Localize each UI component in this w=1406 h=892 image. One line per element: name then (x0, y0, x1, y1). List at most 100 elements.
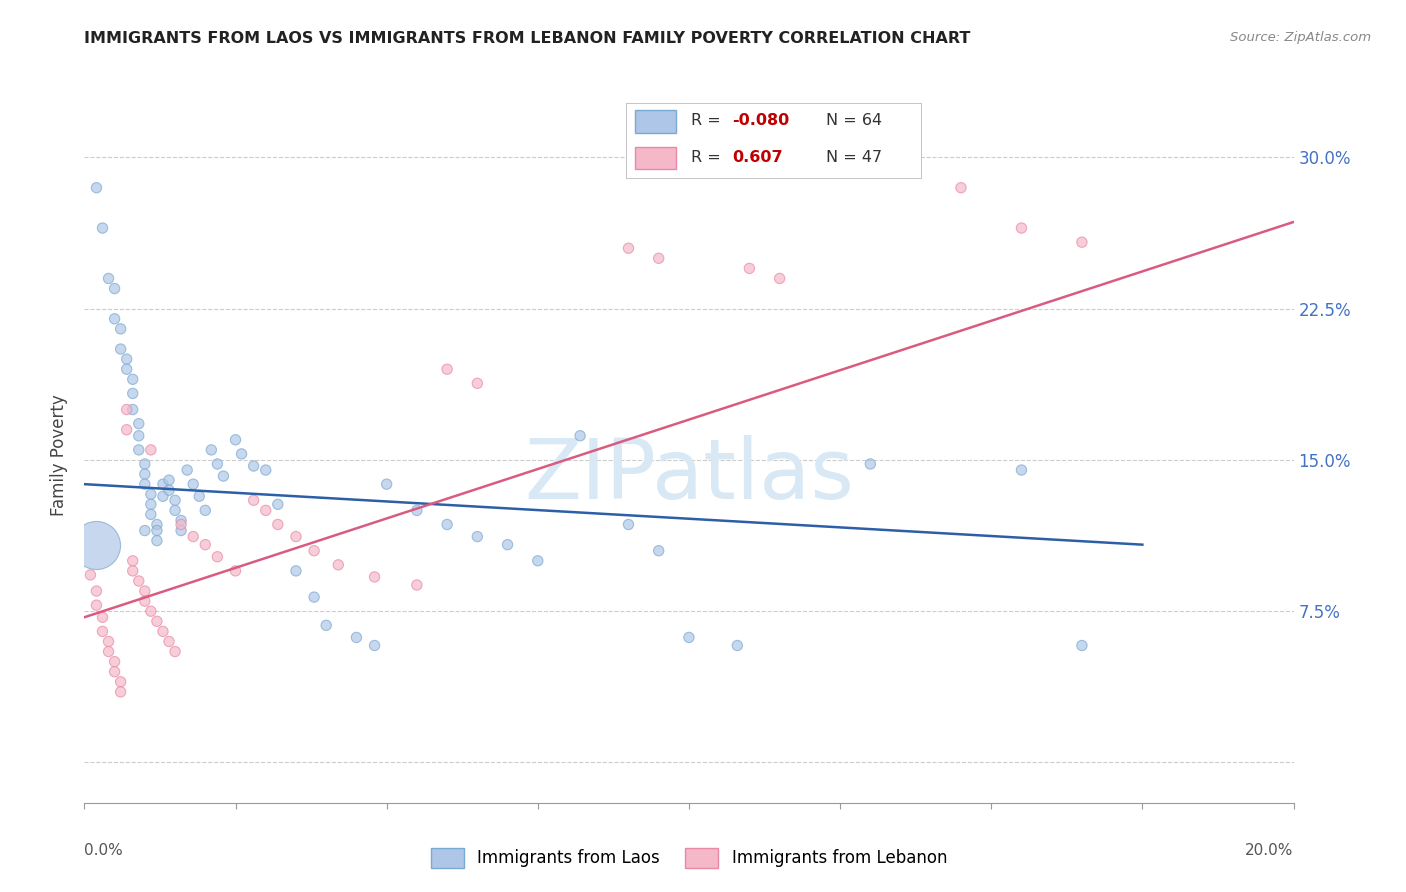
Point (194, 503, 217, 517)
Text: 0.607: 0.607 (733, 150, 783, 165)
Point (115, 402, 138, 417)
Point (769, 271, 792, 285)
Point (267, 497, 290, 511)
Point (406, 503, 429, 517)
Point (859, 457, 882, 471)
Point (139, 487, 162, 501)
Legend: Immigrants from Laos, Immigrants from Lebanon: Immigrants from Laos, Immigrants from Le… (425, 841, 953, 875)
Point (146, 615, 169, 629)
Point (315, 618, 337, 632)
Point (128, 417, 150, 431)
Point (110, 685, 132, 699)
Point (406, 578, 429, 592)
Point (375, 477, 398, 491)
Point (225, 433, 247, 447)
Point (678, 631, 700, 645)
Point (157, 473, 180, 487)
Point (97, 271, 120, 285)
Text: R =: R = (690, 113, 725, 128)
Point (285, 564, 308, 578)
Point (104, 665, 127, 679)
Point (86, 598, 108, 612)
Point (328, 558, 350, 572)
Point (194, 538, 217, 552)
Point (91, 610, 114, 624)
Point (648, 252, 671, 266)
Point (86, 180, 108, 194)
Point (128, 442, 150, 457)
Point (170, 524, 193, 538)
Point (115, 423, 138, 437)
Point (1071, 639, 1094, 653)
Point (254, 463, 277, 477)
Point (134, 594, 156, 608)
Point (1011, 221, 1033, 235)
Point (207, 549, 229, 564)
Text: IMMIGRANTS FROM LAOS VS IMMIGRANTS FROM LEBANON FAMILY POVERTY CORRELATION CHART: IMMIGRANTS FROM LAOS VS IMMIGRANTS FROM … (84, 31, 970, 46)
Point (569, 429, 592, 443)
Point (110, 342, 132, 356)
Point (152, 489, 174, 503)
Text: Source: ZipAtlas.com: Source: ZipAtlas.com (1230, 31, 1371, 45)
Text: -0.080: -0.080 (733, 113, 789, 128)
Point (139, 497, 162, 511)
Text: 20.0%: 20.0% (1246, 843, 1294, 858)
Point (121, 372, 143, 386)
Point (104, 311, 127, 326)
Point (617, 517, 640, 532)
Point (738, 261, 761, 276)
Point (527, 554, 550, 568)
Text: 0.0%: 0.0% (84, 843, 124, 858)
Point (146, 517, 169, 532)
Point (91, 221, 114, 235)
Point (467, 376, 489, 391)
Point (157, 634, 180, 648)
Point (115, 352, 138, 367)
Point (97, 634, 120, 648)
Point (146, 524, 169, 538)
Point (363, 639, 385, 653)
Point (91, 624, 114, 639)
Point (121, 386, 143, 401)
Point (170, 513, 193, 527)
Point (496, 538, 519, 552)
Point (152, 624, 174, 639)
Point (181, 530, 204, 544)
Point (176, 463, 198, 477)
Point (346, 631, 368, 645)
Point (617, 241, 640, 255)
Point (188, 489, 211, 503)
Point (128, 574, 150, 588)
Point (170, 517, 193, 532)
Point (225, 564, 247, 578)
Text: ZIPatlas: ZIPatlas (524, 435, 853, 516)
Point (97, 644, 120, 658)
Point (267, 517, 290, 532)
Y-axis label: Family Poverty: Family Poverty (51, 394, 69, 516)
Point (134, 477, 156, 491)
Point (86, 584, 108, 599)
Point (79, 568, 101, 582)
Point (86, 538, 108, 552)
Point (157, 483, 180, 498)
Point (134, 467, 156, 481)
Point (165, 644, 187, 658)
Point (121, 554, 143, 568)
Point (110, 322, 132, 336)
Point (363, 570, 385, 584)
Text: R =: R = (690, 150, 731, 165)
Point (648, 543, 671, 558)
Point (212, 469, 235, 483)
Point (115, 362, 138, 376)
Point (165, 503, 187, 517)
Point (231, 447, 253, 461)
Point (152, 477, 174, 491)
Point (200, 442, 222, 457)
Point (467, 530, 489, 544)
Point (242, 493, 264, 508)
Point (146, 533, 169, 548)
Point (139, 442, 162, 457)
FancyBboxPatch shape (634, 146, 676, 169)
Point (134, 584, 156, 599)
Point (207, 457, 229, 471)
